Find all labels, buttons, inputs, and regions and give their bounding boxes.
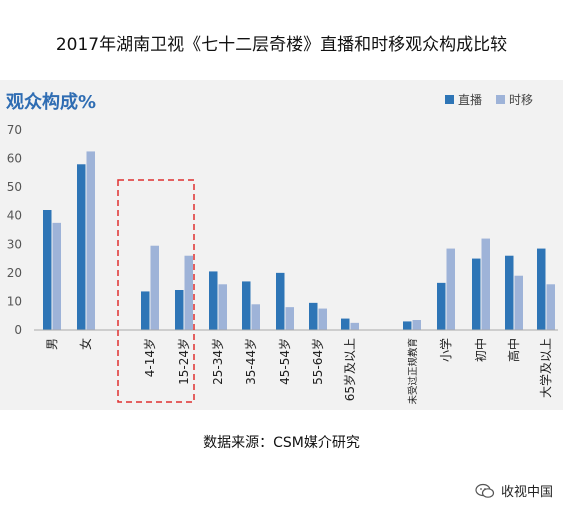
bar-live — [437, 282, 446, 330]
y-axis: 0 10 20 30 40 50 60 70 — [7, 123, 22, 337]
bars — [43, 151, 555, 330]
bar-timeshift — [514, 275, 523, 330]
x-tick-label: 初中 — [473, 338, 488, 362]
data-source: 数据来源：CSM媒介研究 — [203, 435, 360, 451]
x-tick-label: 未受过正规教育 — [407, 338, 419, 405]
x-tick-label: 15-24岁 — [176, 338, 191, 385]
bar-live — [276, 272, 285, 330]
x-tick-label: 4-14岁 — [142, 338, 157, 377]
bar-live — [242, 281, 251, 330]
bar-timeshift — [251, 304, 260, 330]
bar-timeshift — [318, 308, 327, 330]
bar-timeshift — [184, 255, 193, 330]
bar-timeshift — [86, 151, 95, 330]
bar-live — [341, 318, 350, 330]
x-tick-label: 25-34岁 — [210, 338, 225, 385]
bar-live — [209, 271, 218, 330]
x-tick-label: 35-44岁 — [243, 338, 258, 385]
x-tick-label: 小学 — [438, 338, 453, 362]
x-tick-label: 男 — [45, 338, 59, 350]
x-tick-label: 高中 — [506, 338, 521, 362]
watermark-text: 收视中国 — [500, 485, 553, 500]
bar-live — [77, 164, 86, 330]
highlight-box — [117, 179, 195, 403]
bar-timeshift — [481, 238, 490, 330]
bar-live — [472, 258, 481, 330]
y-tick-label: 60 — [7, 152, 22, 166]
bar-timeshift — [546, 284, 555, 330]
bar-timeshift — [52, 222, 61, 330]
legend-label: 时移 — [509, 93, 533, 107]
bar-timeshift — [218, 284, 227, 330]
y-tick-label: 20 — [7, 266, 22, 280]
legend-label: 直播 — [458, 93, 482, 107]
wechat-icon — [475, 483, 495, 498]
bar-timeshift — [150, 245, 159, 330]
bar-live — [175, 290, 184, 330]
bar-live — [505, 255, 514, 330]
bar-timeshift — [285, 307, 294, 330]
y-tick-label: 40 — [7, 209, 22, 223]
x-tick-label: 女 — [78, 338, 93, 350]
legend-swatch — [445, 95, 454, 104]
page-title: 2017年湖南卫视《七十二层奇楼》直播和时移观众构成比较 — [55, 35, 508, 55]
y-tick-label: 30 — [7, 237, 22, 251]
bar-timeshift — [412, 320, 421, 330]
bar-live — [403, 321, 412, 330]
bar-chart: 0 10 20 30 40 50 60 70 男 女 4-14岁 15-24岁 25-34岁 35-44… — [7, 93, 558, 405]
bar-live — [141, 291, 150, 330]
y-tick-label: 50 — [7, 180, 22, 194]
x-axis: 男 女 4-14岁 15-24岁 25-34岁 35-44岁 45-54岁 55-64岁 65岁… — [45, 338, 553, 405]
x-tick-label: 55-64岁 — [310, 338, 325, 385]
legend-swatch — [496, 95, 505, 104]
bar-live — [537, 248, 546, 330]
bar-timeshift — [446, 248, 455, 330]
bar-timeshift — [350, 322, 359, 330]
y-tick-label: 10 — [7, 294, 22, 308]
legend: 直播 时移 — [445, 93, 533, 107]
y-tick-label: 0 — [14, 323, 22, 337]
bar-live — [43, 210, 52, 330]
y-tick-label: 70 — [7, 123, 22, 137]
watermark: 收视中国 — [475, 481, 553, 500]
x-tick-label: 大学及以上 — [538, 338, 553, 398]
x-tick-label: 65岁及以上 — [342, 338, 357, 401]
bar-live — [309, 302, 318, 330]
x-tick-label: 45-54岁 — [277, 338, 292, 385]
chart-title: 观众构成% — [6, 92, 97, 113]
